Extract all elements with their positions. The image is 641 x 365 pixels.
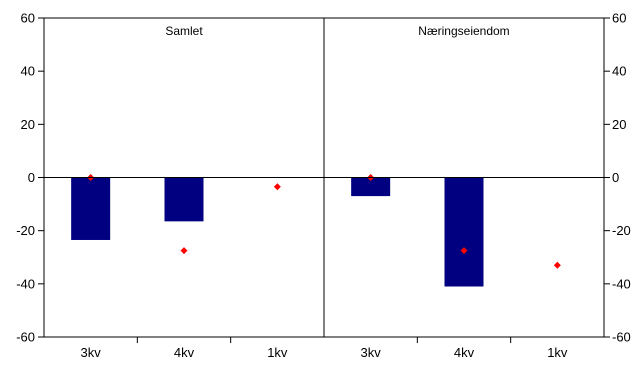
left-tick-label: -60 [16, 330, 35, 345]
right-tick-label: 20 [612, 117, 626, 132]
bar [444, 177, 484, 287]
right-tick-label: 0 [612, 170, 619, 185]
right-tick-label: 60 [612, 11, 626, 26]
panel-title: Samlet [165, 24, 203, 38]
x-tick-label: 1kv [267, 345, 288, 360]
panel-titles: Samlet Næringseiendom [165, 24, 509, 38]
x-tick-label: 4kv [454, 345, 475, 360]
x-tick-label: 3kv [361, 345, 382, 360]
plot-frame [43, 17, 605, 338]
x-tick-label: 1kv [547, 345, 568, 360]
left-tick-label: 40 [21, 64, 35, 79]
marker-point [180, 247, 188, 255]
left-tick-label: 60 [21, 11, 35, 26]
right-tick-label: -40 [612, 276, 631, 291]
marker-point [460, 247, 468, 255]
right-y-axis-ticks: 60 40 20 0 -20 -40 -60 [604, 11, 631, 345]
left-tick-label: -20 [16, 223, 35, 238]
x-tick-label: 3kv [81, 345, 102, 360]
marker-point [553, 261, 561, 269]
left-tick-label: -40 [16, 276, 35, 291]
left-tick-label: 0 [28, 170, 35, 185]
panel-title: Næringseiendom [418, 24, 509, 38]
x-axis-ticks: 3kv 4kv 1kv 3kv 4kv 1kv [81, 337, 568, 360]
bar [71, 177, 111, 240]
marker-point [273, 183, 281, 191]
right-tick-label: -20 [612, 223, 631, 238]
left-y-axis-ticks: 60 40 20 0 -20 -40 -60 [16, 11, 44, 345]
markers [87, 174, 561, 269]
left-tick-label: 20 [21, 117, 35, 132]
bars [71, 177, 484, 287]
right-tick-label: 40 [612, 64, 626, 79]
bar [351, 177, 391, 197]
x-tick-label: 4kv [174, 345, 195, 360]
bar [164, 177, 204, 222]
right-tick-label: -60 [612, 330, 631, 345]
